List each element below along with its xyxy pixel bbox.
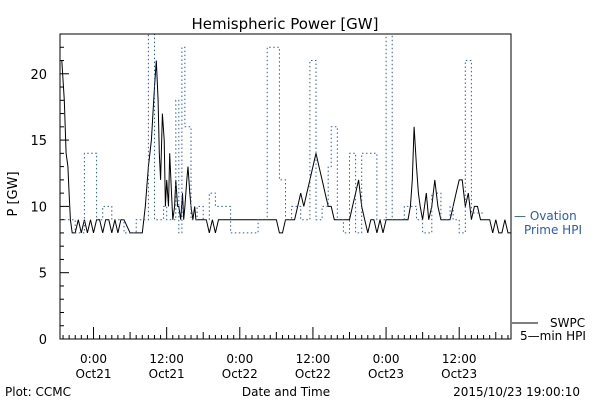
x-tick-date-label: Oct23 [368, 367, 404, 381]
x-tick-date-label: Oct21 [149, 367, 185, 381]
x-tick-date-label: Oct23 [441, 367, 477, 381]
x-tick-time-label: 0:00 [80, 352, 107, 366]
legend-ovation-line1: — Ovation [514, 209, 577, 223]
legend: — Ovation Prime HPI SWPC 5—min HPI [512, 209, 586, 343]
x-tick-time-label: 12:00 [149, 352, 184, 366]
x-tick-time-label: 0:00 [226, 352, 253, 366]
x-axis: 0:00Oct2112:00Oct210:00Oct2212:00Oct220:… [62, 327, 509, 381]
y-tick-label: 0 [39, 333, 47, 348]
y-axis: 0 5 10 15 20 [30, 33, 69, 348]
y-axis-label: P [GW] [6, 171, 21, 216]
y-tick-label: 5 [39, 267, 47, 282]
legend-swpc-line1: SWPC [550, 316, 585, 330]
footer-plot-credit: Plot: CCMC [5, 385, 71, 399]
legend-ovation-line2: Prime HPI [524, 223, 582, 237]
x-tick-date-label: Oct22 [222, 367, 258, 381]
series-swpc-line [60, 60, 511, 234]
x-axis-label: Date and Time [242, 385, 330, 399]
x-tick-date-label: Oct22 [295, 367, 331, 381]
x-tick-time-label: 12:00 [296, 352, 331, 366]
x-tick-time-label: 12:00 [442, 352, 477, 366]
chart-title: Hemispheric Power [GW] [192, 15, 379, 33]
y-tick-label: 20 [30, 68, 47, 83]
x-tick-time-label: 0:00 [373, 352, 400, 366]
y-tick-label: 10 [30, 200, 47, 215]
legend-swpc-line2: 5—min HPI [520, 329, 586, 343]
x-tick-date-label: Oct21 [76, 367, 112, 381]
footer-timestamp: 2015/10/23 19:00:10 [453, 385, 580, 399]
plot-frame [59, 33, 512, 340]
y-tick-label: 15 [30, 134, 47, 149]
